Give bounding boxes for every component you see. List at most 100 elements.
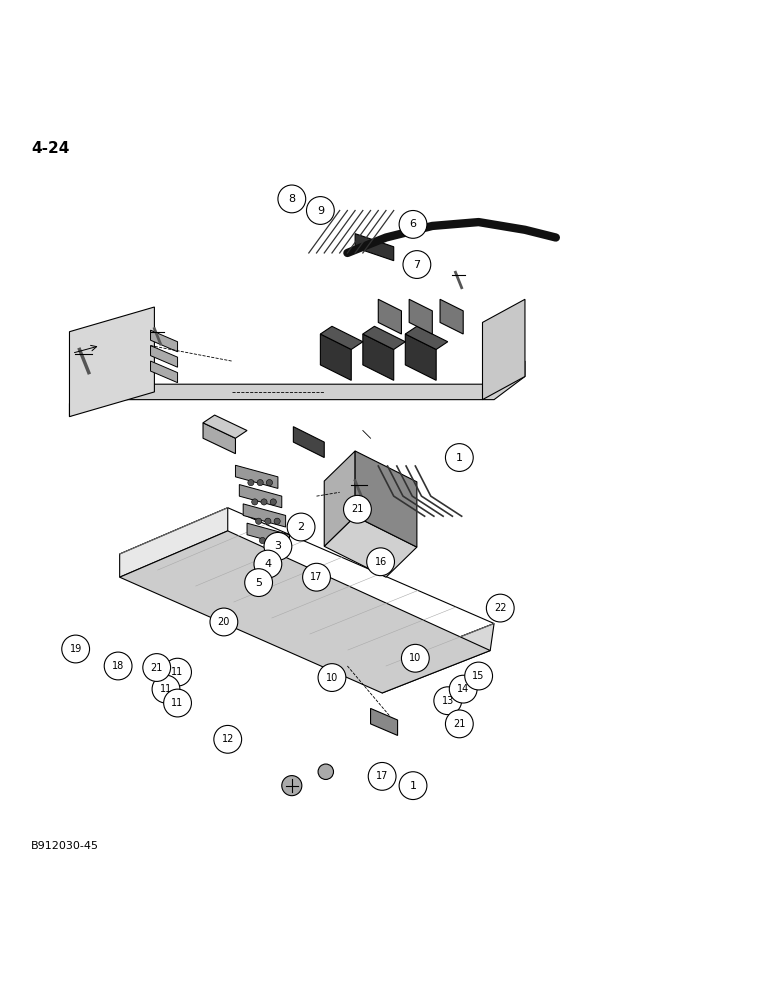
Text: 12: 12 [222, 734, 234, 744]
Circle shape [465, 662, 493, 690]
Text: 11: 11 [171, 698, 184, 708]
Text: 20: 20 [218, 617, 230, 627]
Polygon shape [482, 299, 525, 400]
Circle shape [256, 518, 262, 524]
Text: 17: 17 [310, 572, 323, 582]
Circle shape [214, 725, 242, 753]
Circle shape [278, 537, 284, 544]
Text: 19: 19 [69, 644, 82, 654]
Circle shape [152, 675, 180, 703]
Circle shape [259, 537, 266, 544]
Polygon shape [151, 330, 178, 352]
Circle shape [287, 513, 315, 541]
Text: 10: 10 [409, 653, 422, 663]
Circle shape [254, 550, 282, 578]
Text: 3: 3 [274, 541, 282, 551]
Text: 11: 11 [171, 667, 184, 677]
Circle shape [368, 762, 396, 790]
Text: 6: 6 [409, 219, 417, 229]
Polygon shape [405, 326, 448, 349]
Text: 10: 10 [326, 673, 338, 683]
Circle shape [252, 499, 258, 505]
Text: 9: 9 [317, 206, 324, 216]
Text: 13: 13 [442, 696, 454, 706]
Text: 16: 16 [374, 557, 387, 567]
Text: 21: 21 [351, 504, 364, 514]
Circle shape [282, 776, 302, 796]
Circle shape [264, 532, 292, 560]
Polygon shape [151, 361, 178, 383]
Circle shape [306, 197, 334, 224]
Circle shape [344, 495, 371, 523]
Text: 17: 17 [376, 771, 388, 781]
Polygon shape [203, 423, 235, 454]
Circle shape [143, 654, 171, 681]
Circle shape [62, 635, 90, 663]
Circle shape [266, 480, 273, 486]
Circle shape [318, 764, 334, 779]
Text: 4-24: 4-24 [31, 141, 69, 156]
Text: 11: 11 [160, 684, 172, 694]
Circle shape [434, 687, 462, 715]
Text: 21: 21 [453, 719, 466, 729]
Polygon shape [69, 307, 154, 417]
Circle shape [401, 644, 429, 672]
Polygon shape [355, 234, 394, 261]
Text: 1: 1 [455, 453, 463, 463]
Polygon shape [151, 346, 178, 367]
Text: 14: 14 [457, 684, 469, 694]
Circle shape [367, 548, 394, 576]
Text: 1: 1 [409, 781, 417, 791]
Circle shape [274, 518, 280, 524]
Text: 7: 7 [413, 260, 421, 270]
Circle shape [403, 251, 431, 278]
Text: 2: 2 [297, 522, 305, 532]
Circle shape [445, 710, 473, 738]
Polygon shape [355, 451, 417, 547]
Circle shape [104, 652, 132, 680]
Polygon shape [239, 485, 282, 508]
Polygon shape [320, 334, 351, 380]
Polygon shape [363, 334, 394, 380]
Circle shape [399, 211, 427, 238]
Polygon shape [371, 708, 398, 735]
Polygon shape [120, 508, 228, 577]
Text: 4: 4 [264, 559, 272, 569]
Polygon shape [409, 299, 432, 334]
Text: 22: 22 [494, 603, 506, 613]
Circle shape [261, 499, 267, 505]
Circle shape [270, 499, 276, 505]
Circle shape [278, 185, 306, 213]
Polygon shape [440, 299, 463, 334]
Polygon shape [405, 334, 436, 380]
Circle shape [318, 664, 346, 691]
Polygon shape [363, 326, 405, 349]
Polygon shape [324, 451, 355, 546]
Circle shape [449, 675, 477, 703]
Circle shape [445, 444, 473, 471]
Circle shape [164, 658, 191, 686]
Circle shape [399, 772, 427, 800]
Polygon shape [235, 465, 278, 488]
Polygon shape [243, 504, 286, 527]
Polygon shape [378, 299, 401, 334]
Circle shape [486, 594, 514, 622]
Polygon shape [247, 523, 290, 546]
Text: 18: 18 [112, 661, 124, 671]
Polygon shape [203, 415, 247, 438]
Circle shape [257, 480, 263, 486]
Text: 8: 8 [288, 194, 296, 204]
Circle shape [303, 563, 330, 591]
Text: 5: 5 [255, 578, 262, 588]
Circle shape [269, 537, 275, 544]
Circle shape [164, 689, 191, 717]
Circle shape [265, 518, 271, 524]
Text: B912030-45: B912030-45 [31, 841, 99, 851]
Circle shape [245, 569, 273, 596]
Text: 15: 15 [472, 671, 485, 681]
Polygon shape [382, 624, 494, 693]
Polygon shape [120, 531, 490, 693]
Circle shape [210, 608, 238, 636]
Text: 21: 21 [151, 663, 163, 673]
Polygon shape [293, 427, 324, 458]
